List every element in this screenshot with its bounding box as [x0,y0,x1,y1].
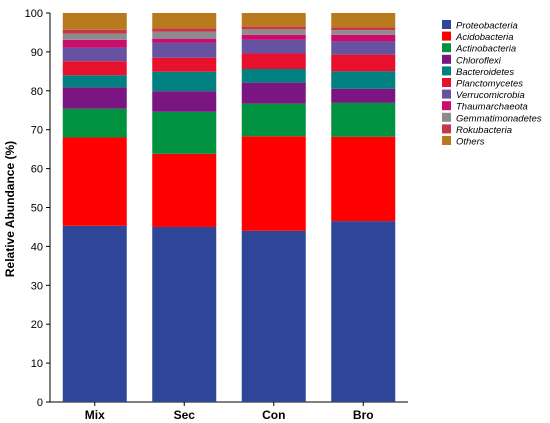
legend-label-rokubacteria: Rokubacteria [456,125,512,136]
bar-segment-proteobacteria-bro [331,221,396,402]
x-tick-label-mix: Mix [85,408,105,422]
bar-segment-planctomycetes-mix [62,61,127,76]
x-tick-label-con: Con [262,408,285,422]
bar-segment-thaumarchaeota-mix [62,39,127,48]
bar-segment-acidobacteria-bro [331,136,396,222]
legend-swatch-bacteroidetes [442,66,451,76]
legend: ProteobacteriaAcidobacteriaActinobacteri… [442,20,542,148]
bar-segment-planctomycetes-bro [331,54,396,72]
bar-segment-actinobacteria-mix [62,108,127,138]
y-tick-label: 50 [31,203,43,215]
labels-group: 0 10 20 30 40 50 60 70 80 90 100 Mix Sec Con Bro [25,8,374,422]
legend-label-chloroflexi: Chloroflexi [456,55,502,66]
y-tick-label: 30 [31,280,43,292]
bar-segment-actinobacteria-sec [152,111,217,154]
bar-segment-thaumarchaeota-sec [152,38,217,43]
bar-segment-verrucomicrobia-sec [152,42,217,58]
bar-segment-planctomycetes-sec [152,57,217,72]
bar-segment-verrucomicrobia-con [241,39,306,54]
bar-segment-proteobacteria-mix [62,225,127,402]
bar-segment-acidobacteria-con [241,136,306,231]
bar-segment-bacteroidetes-bro [331,71,396,89]
bar-segment-rokubacteria-sec [152,28,217,32]
bar-segment-planctomycetes-con [241,53,306,70]
bar-segment-bacteroidetes-con [241,69,306,83]
bar-segment-acidobacteria-mix [62,137,127,226]
bar-segment-gemmatimonadetes-sec [152,31,217,39]
bar-segment-proteobacteria-sec [152,226,217,402]
legend-swatch-gemmatimonadetes [442,112,451,122]
x-tick-label-bro: Bro [353,408,374,422]
legend-swatch-rokubacteria [442,124,451,134]
bar-segment-others-mix [62,13,127,30]
y-axis-title: Relative Abundance (%) [3,141,17,277]
bar-segment-others-con [241,13,306,27]
bar-segment-thaumarchaeota-bro [331,34,396,42]
legend-swatch-acidobacteria [442,31,451,41]
y-tick-label: 0 [37,397,43,409]
legend-swatch-thaumarchaeota [442,101,451,111]
bar-segment-chloroflexi-sec [152,91,217,112]
legend-label-proteobacteria: Proteobacteria [456,21,518,32]
bar-segment-actinobacteria-bro [331,102,396,137]
bar-segment-rokubacteria-con [241,26,306,30]
bar-segment-rokubacteria-bro [331,27,396,31]
legend-label-planctomycetes: Planctomycetes [456,79,523,90]
bar-segment-chloroflexi-mix [62,87,127,109]
legend-label-thaumarchaeota: Thaumarchaeota [456,102,528,113]
y-tick-label: 10 [31,358,43,370]
legend-swatch-verrucomicrobia [442,89,451,99]
legend-swatch-actinobacteria [442,43,451,53]
y-tick-label: 100 [25,8,43,20]
legend-label-gemmatimonadetes: Gemmatimonadetes [456,113,542,124]
y-tick-label: 60 [31,164,43,176]
bar-segment-chloroflexi-bro [331,88,396,103]
legend-swatch-planctomycetes [442,78,451,87]
legend-swatch-others [442,136,451,145]
bar-segment-others-sec [152,13,217,29]
bar-segment-others-bro [331,13,396,28]
bar-segment-actinobacteria-con [241,103,306,137]
bar-segment-gemmatimonadetes-con [241,29,306,35]
bar-segment-verrucomicrobia-bro [331,41,396,55]
legend-label-verrucomicrobia: Verrucomicrobia [456,90,525,101]
bar-segment-gemmatimonadetes-mix [62,33,127,40]
bar-segment-bacteroidetes-mix [62,75,127,88]
bar-segment-thaumarchaeota-con [241,34,306,40]
bar-segment-bacteroidetes-sec [152,71,217,92]
legend-label-others: Others [456,137,485,148]
y-tick-label: 80 [31,86,43,98]
y-tick-label: 70 [31,125,43,137]
bar-segment-proteobacteria-con [241,230,306,402]
legend-swatch-chloroflexi [442,54,451,64]
bar-segment-rokubacteria-mix [62,29,127,34]
bar-segment-acidobacteria-sec [152,153,217,227]
bar-segment-chloroflexi-con [241,82,306,104]
legend-label-actinobacteria: Actinobacteria [455,44,516,55]
y-tick-label: 20 [31,319,43,331]
legend-swatch-proteobacteria [442,20,451,29]
x-tick-label-sec: Sec [174,408,196,422]
bar-segment-verrucomicrobia-mix [62,47,127,62]
legend-label-bacteroidetes: Bacteroidetes [456,67,514,78]
y-tick-label: 90 [31,47,43,59]
y-tick-label: 40 [31,241,43,253]
bars-group [62,13,396,402]
bar-segment-gemmatimonadetes-bro [331,30,396,35]
legend-label-acidobacteria: Acidobacteria [455,32,514,43]
